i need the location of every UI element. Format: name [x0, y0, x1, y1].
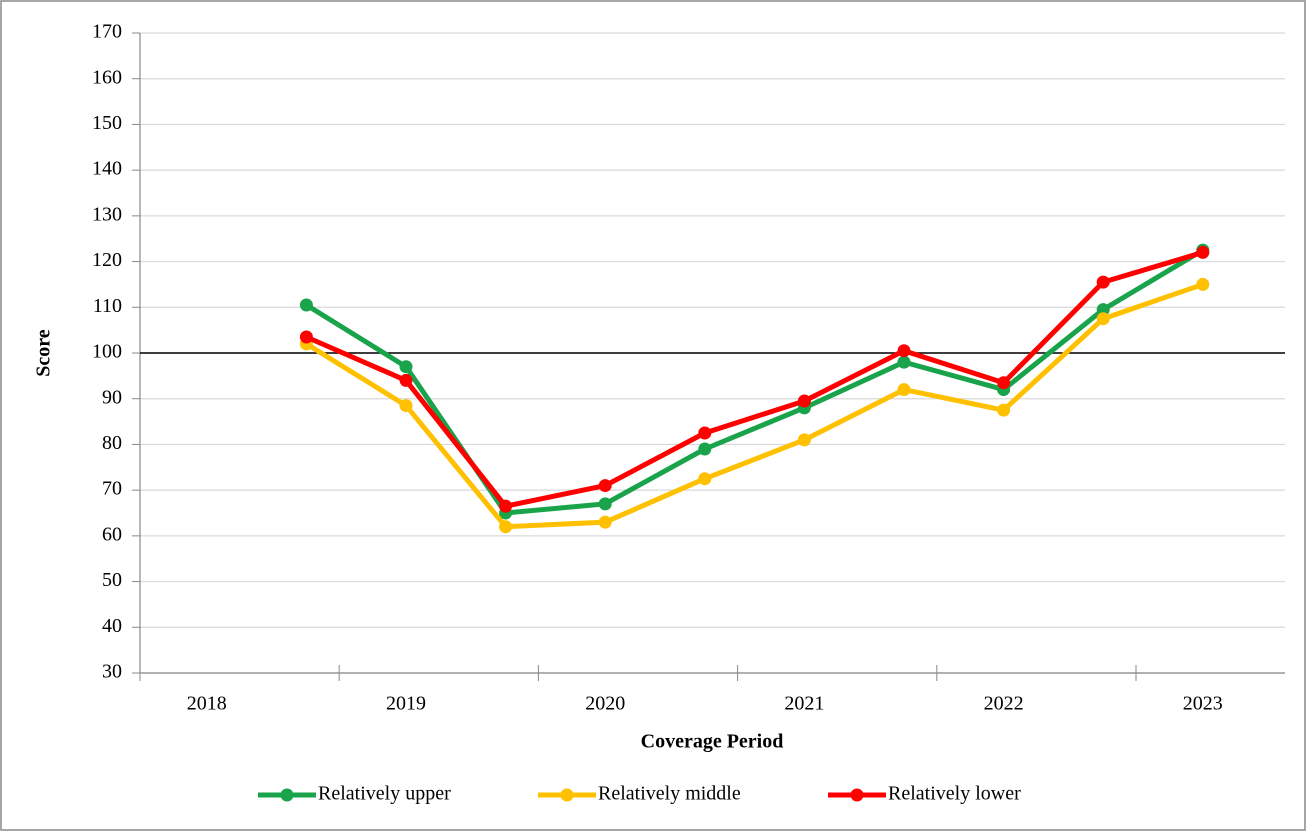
- data-point: [698, 472, 712, 486]
- x-tick-label: 2022: [984, 693, 1024, 715]
- legend-marker: [280, 788, 294, 802]
- data-point: [797, 433, 811, 447]
- legend-marker: [560, 788, 574, 802]
- x-tick-label: 2019: [386, 693, 426, 715]
- y-tick-label: 50: [102, 569, 122, 591]
- y-tick-label: 100: [92, 341, 122, 363]
- y-tick-label: 150: [92, 112, 122, 134]
- series-line: [305, 250, 1204, 509]
- x-tick-label: 2023: [1183, 693, 1223, 715]
- y-tick-label: 120: [92, 249, 122, 271]
- data-point: [299, 298, 313, 312]
- data-point: [399, 373, 413, 387]
- x-tick-label: 2018: [187, 693, 227, 715]
- data-point: [698, 442, 712, 456]
- data-point: [997, 403, 1011, 417]
- y-tick-label: 160: [92, 66, 122, 88]
- data-point: [399, 360, 413, 374]
- legend-marker: [850, 788, 864, 802]
- data-point: [897, 383, 911, 397]
- y-tick-label: 70: [102, 478, 122, 500]
- data-point: [897, 344, 911, 358]
- x-tick-label: 2021: [784, 693, 824, 715]
- y-tick-label: 30: [102, 661, 122, 683]
- series-line: [305, 282, 1204, 530]
- data-point: [598, 479, 612, 493]
- data-point: [797, 394, 811, 408]
- legend-label: Relatively lower: [888, 783, 1021, 805]
- data-point: [1096, 303, 1110, 317]
- data-point: [698, 426, 712, 440]
- data-point: [1096, 275, 1110, 289]
- data-point: [1096, 312, 1110, 326]
- legend-label: Relatively upper: [318, 783, 451, 805]
- y-tick-label: 60: [102, 523, 122, 545]
- y-tick-label: 90: [102, 386, 122, 408]
- y-axis-label: Score: [33, 329, 55, 377]
- data-point: [399, 399, 413, 413]
- data-point: [997, 376, 1011, 390]
- y-tick-label: 110: [93, 295, 122, 317]
- data-point: [598, 497, 612, 511]
- x-axis-label: Coverage Period: [641, 731, 784, 753]
- data-point: [499, 520, 513, 534]
- legend-label: Relatively middle: [598, 783, 741, 805]
- data-point: [499, 499, 513, 513]
- y-tick-label: 80: [102, 432, 122, 454]
- data-point: [897, 355, 911, 369]
- y-tick-label: 140: [92, 158, 122, 180]
- y-tick-label: 40: [102, 615, 122, 637]
- data-point: [1196, 245, 1210, 259]
- x-tick-label: 2020: [585, 693, 625, 715]
- y-tick-label: 130: [92, 203, 122, 225]
- data-point: [598, 515, 612, 529]
- data-point: [299, 330, 313, 344]
- data-point: [1196, 277, 1210, 291]
- y-tick-label: 170: [92, 21, 122, 43]
